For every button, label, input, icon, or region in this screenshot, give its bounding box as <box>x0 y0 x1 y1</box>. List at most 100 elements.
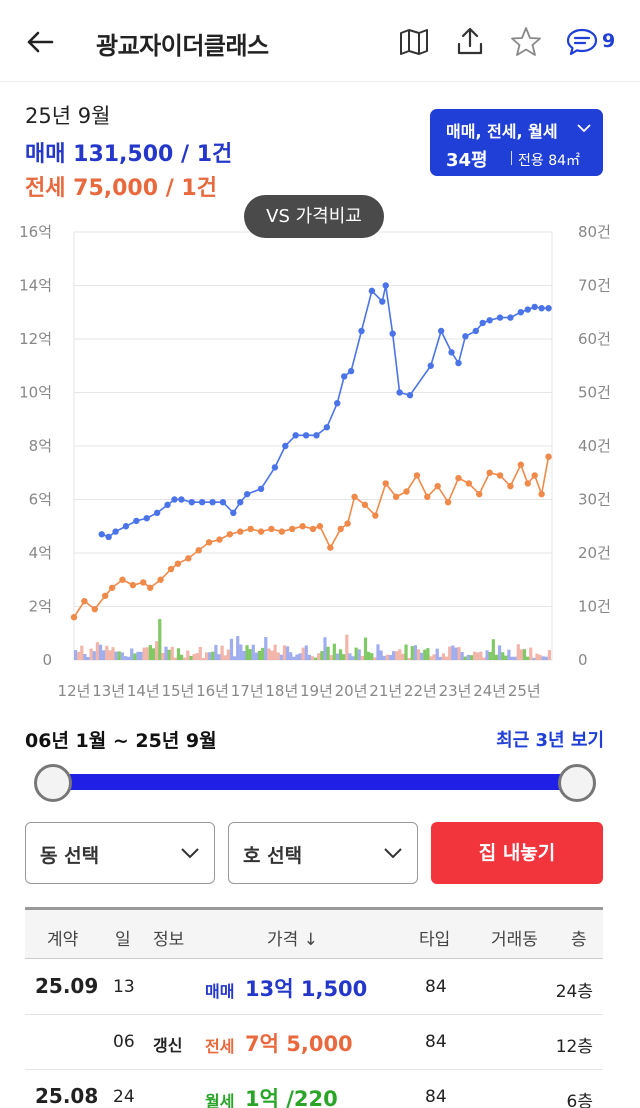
volume-bar <box>388 654 393 660</box>
series-point <box>302 432 310 439</box>
volume-bar <box>342 654 346 660</box>
series-point <box>226 531 234 538</box>
volume-bar <box>354 647 358 660</box>
series-point <box>406 391 414 399</box>
series-point <box>524 480 531 487</box>
volume-bar <box>310 656 315 660</box>
price-chart[interactable]: 0 0 2억 10건 4억 20건 6억 30건 8억 40건 10억 50건 12억 60건 14억 70건… <box>0 220 640 710</box>
chat-icon[interactable] <box>564 24 600 60</box>
col-floor[interactable]: 층 <box>571 930 587 950</box>
col-contract[interactable]: 계약 <box>47 930 79 950</box>
table-row[interactable]: 25.09 13 매매 13억 1,500 84 24층 <box>25 960 603 1015</box>
series-point <box>424 493 431 501</box>
volume-bar <box>429 656 433 660</box>
range-track[interactable] <box>53 774 577 790</box>
volume-bar <box>404 644 408 660</box>
volume-bar <box>273 644 277 660</box>
series-point <box>465 480 473 487</box>
volume-bar <box>74 650 78 660</box>
volume-bar <box>317 653 321 660</box>
series-point <box>205 539 213 546</box>
vs-compare-button[interactable]: VS 가격비교 <box>244 195 384 238</box>
series-point <box>517 309 525 316</box>
table-row[interactable]: 25.08 24 월세 1억 /220 84 6층 <box>25 1070 603 1108</box>
volume-bar <box>248 649 252 660</box>
volume-bar <box>538 654 542 660</box>
col-dong[interactable]: 거래동 <box>491 930 538 950</box>
series-point <box>309 525 317 533</box>
ho-select[interactable]: 호 선택 <box>228 822 418 884</box>
series-point <box>486 317 493 324</box>
series-point <box>219 498 227 506</box>
volume-bar <box>332 643 336 660</box>
series-point <box>98 531 105 538</box>
volume-bar <box>323 637 327 660</box>
series-point <box>108 584 116 591</box>
range-start-handle[interactable] <box>34 764 72 802</box>
row-day: 13 <box>113 977 135 997</box>
volume-bar <box>501 652 505 660</box>
range-end-handle[interactable] <box>558 764 596 802</box>
series-point <box>379 298 386 305</box>
series-point <box>216 536 223 543</box>
col-info[interactable]: 정보 <box>153 930 185 950</box>
volume-bar <box>270 650 274 660</box>
volume-bar <box>426 648 430 660</box>
series-point <box>164 501 171 509</box>
volume-bar <box>245 645 249 660</box>
table-row[interactable]: 06 갱신 전세 7억 5,000 84 12층 <box>25 1015 603 1070</box>
series-point <box>486 469 493 476</box>
volume-bar <box>382 655 386 660</box>
col-price[interactable]: 가격 ↓ <box>267 930 318 950</box>
y-left-tick-label: 10억 <box>19 384 52 402</box>
star-icon[interactable] <box>508 24 544 60</box>
series-point <box>337 525 344 533</box>
volume-bar <box>139 651 143 660</box>
recent-3years-link[interactable]: 최근 3년 보기 <box>496 730 604 751</box>
col-day[interactable]: 일 <box>115 930 131 950</box>
x-tick-label: 16년 <box>196 682 229 700</box>
series-point <box>368 287 376 295</box>
volume-bar <box>179 654 184 660</box>
top-bar: 광교자이더클래스 9 <box>0 0 640 82</box>
volume-bar <box>186 650 190 660</box>
sell-house-button[interactable]: 집 내놓기 <box>431 822 603 884</box>
x-tick-label: 13년 <box>92 682 125 700</box>
share-icon[interactable] <box>452 24 488 60</box>
volume-bar <box>204 652 209 660</box>
series-point <box>289 525 296 533</box>
pyeong-label: 34평 <box>446 150 488 171</box>
volume-bar <box>211 651 215 660</box>
x-tick-label: 17년 <box>231 682 264 700</box>
x-tick-label: 21년 <box>369 682 402 700</box>
deal-type-selector[interactable]: 매매, 전세, 월세 34평 전용 84㎡ <box>430 109 603 176</box>
volume-bar <box>161 652 165 660</box>
dong-select[interactable]: 동 선택 <box>25 822 215 884</box>
volume-bar <box>217 654 221 660</box>
volume-bar <box>289 652 293 660</box>
series-point <box>174 560 182 567</box>
volume-bar <box>183 657 187 660</box>
x-tick-label: 12년 <box>58 682 91 700</box>
y-left-tick-label: 6억 <box>29 491 52 509</box>
x-tick-label: 14년 <box>127 682 160 700</box>
y-right-tick-label: 0 <box>578 651 588 669</box>
volume-bar <box>304 645 308 660</box>
volume-bar <box>497 645 502 660</box>
volume-bar <box>320 651 324 660</box>
col-type[interactable]: 타입 <box>419 930 451 950</box>
back-arrow-icon[interactable] <box>22 24 58 60</box>
y-right-tick-label: 80건 <box>578 223 611 241</box>
volume-bar <box>189 655 193 660</box>
volume-bar <box>145 647 149 660</box>
volume-bar <box>114 651 118 660</box>
volume-bar <box>151 648 156 660</box>
volume-bar <box>457 647 461 660</box>
series-point <box>313 432 320 439</box>
map-icon[interactable] <box>396 24 432 60</box>
volume-bar <box>133 653 137 660</box>
series-point <box>209 498 216 506</box>
row-day: 06 <box>113 1032 135 1052</box>
volume-bar <box>398 649 402 660</box>
volume-bar <box>307 654 312 660</box>
